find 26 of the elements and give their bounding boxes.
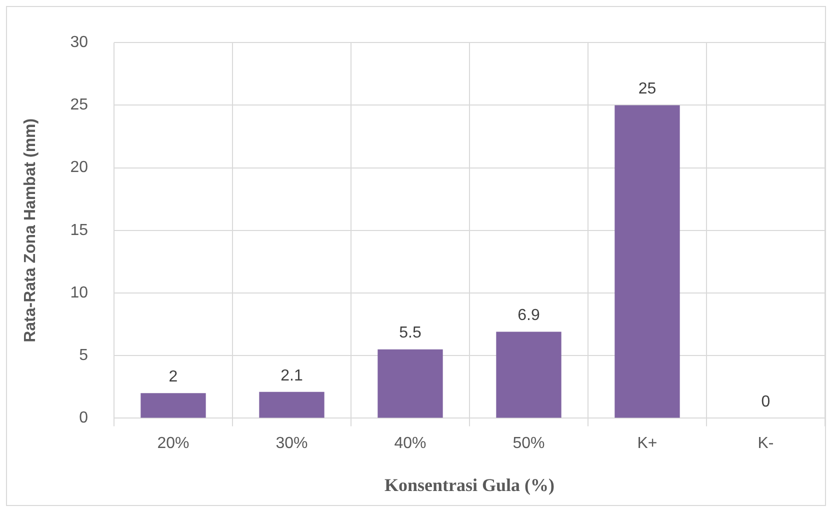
data-label: 0	[761, 394, 770, 411]
bar	[378, 349, 443, 418]
y-tick-label: 25	[70, 96, 88, 114]
data-label: 6.9	[518, 307, 540, 324]
x-tick-label: K-	[758, 435, 774, 452]
y-tick-label: 30	[70, 34, 88, 52]
y-axis-title: Rata-Rata Zona Hambat (mm)	[22, 118, 40, 342]
y-tick-label: 0	[79, 410, 88, 427]
x-tick-label: 50%	[512, 435, 545, 452]
bar	[614, 105, 680, 418]
data-label: 2.1	[280, 367, 303, 384]
y-tick-label: 20	[70, 159, 88, 176]
y-tick-label: 10	[70, 284, 88, 302]
bar	[140, 393, 206, 418]
x-tick-label: 20%	[157, 435, 190, 452]
data-label: 25	[638, 80, 656, 98]
y-tick-label: 5	[79, 347, 88, 364]
y-tick-label: 15	[70, 222, 88, 239]
x-tick-label: 40%	[394, 435, 426, 452]
bar	[496, 332, 562, 418]
x-tick-label: K+	[637, 435, 658, 452]
data-label: 2	[168, 368, 178, 386]
bar	[259, 392, 324, 418]
data-label: 5.5	[399, 324, 422, 342]
x-tick-label: 30%	[276, 435, 308, 452]
x-axis-title: Konsentrasi Gula (%)	[384, 474, 555, 495]
